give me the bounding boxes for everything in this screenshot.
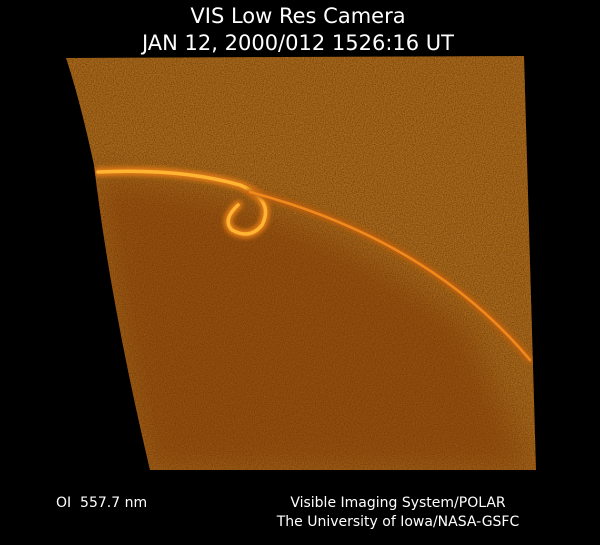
camera-frame <box>66 56 536 470</box>
oval-haze <box>100 180 530 470</box>
timestamp: JAN 12, 2000/012 1526:16 UT <box>140 31 454 55</box>
instrument-label: Visible Imaging System/POLAR <box>290 495 506 511</box>
filter-label: OI 557.7 nm <box>56 495 147 511</box>
aurora <box>93 166 534 364</box>
title: VIS Low Res Camera <box>190 4 405 28</box>
credit-label: The University of Iowa/NASA-GSFC <box>276 514 520 530</box>
